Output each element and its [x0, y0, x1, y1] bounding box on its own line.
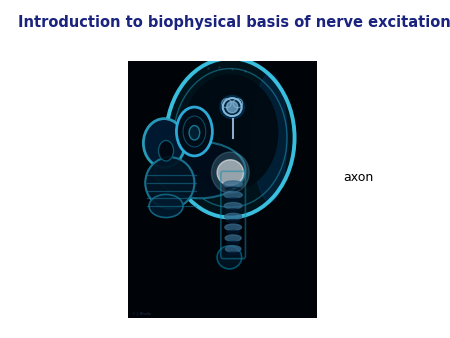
Ellipse shape — [226, 231, 240, 234]
Ellipse shape — [183, 75, 278, 191]
Ellipse shape — [226, 101, 238, 113]
Ellipse shape — [224, 192, 242, 198]
Ellipse shape — [227, 252, 239, 255]
Ellipse shape — [145, 157, 194, 209]
Ellipse shape — [144, 119, 185, 167]
Ellipse shape — [217, 160, 243, 186]
Ellipse shape — [225, 246, 241, 252]
Circle shape — [176, 107, 212, 156]
Circle shape — [189, 126, 200, 140]
Ellipse shape — [226, 220, 240, 223]
Ellipse shape — [226, 209, 240, 212]
Ellipse shape — [225, 224, 242, 231]
Ellipse shape — [225, 187, 241, 190]
Ellipse shape — [253, 74, 287, 202]
Ellipse shape — [217, 246, 242, 269]
Ellipse shape — [225, 213, 242, 220]
Ellipse shape — [224, 181, 243, 187]
Circle shape — [158, 141, 174, 161]
Ellipse shape — [155, 142, 245, 198]
Text: axon: axon — [343, 171, 373, 184]
Text: Introduction to biophysical basis of nerve excitation: Introduction to biophysical basis of ner… — [18, 15, 450, 30]
Ellipse shape — [224, 202, 242, 209]
Ellipse shape — [225, 235, 241, 241]
Ellipse shape — [220, 96, 244, 119]
Ellipse shape — [227, 241, 239, 244]
Ellipse shape — [226, 198, 240, 201]
Ellipse shape — [149, 194, 183, 218]
Ellipse shape — [212, 152, 249, 193]
Ellipse shape — [166, 58, 295, 218]
Text: © J. Bhalla: © J. Bhalla — [132, 312, 151, 316]
